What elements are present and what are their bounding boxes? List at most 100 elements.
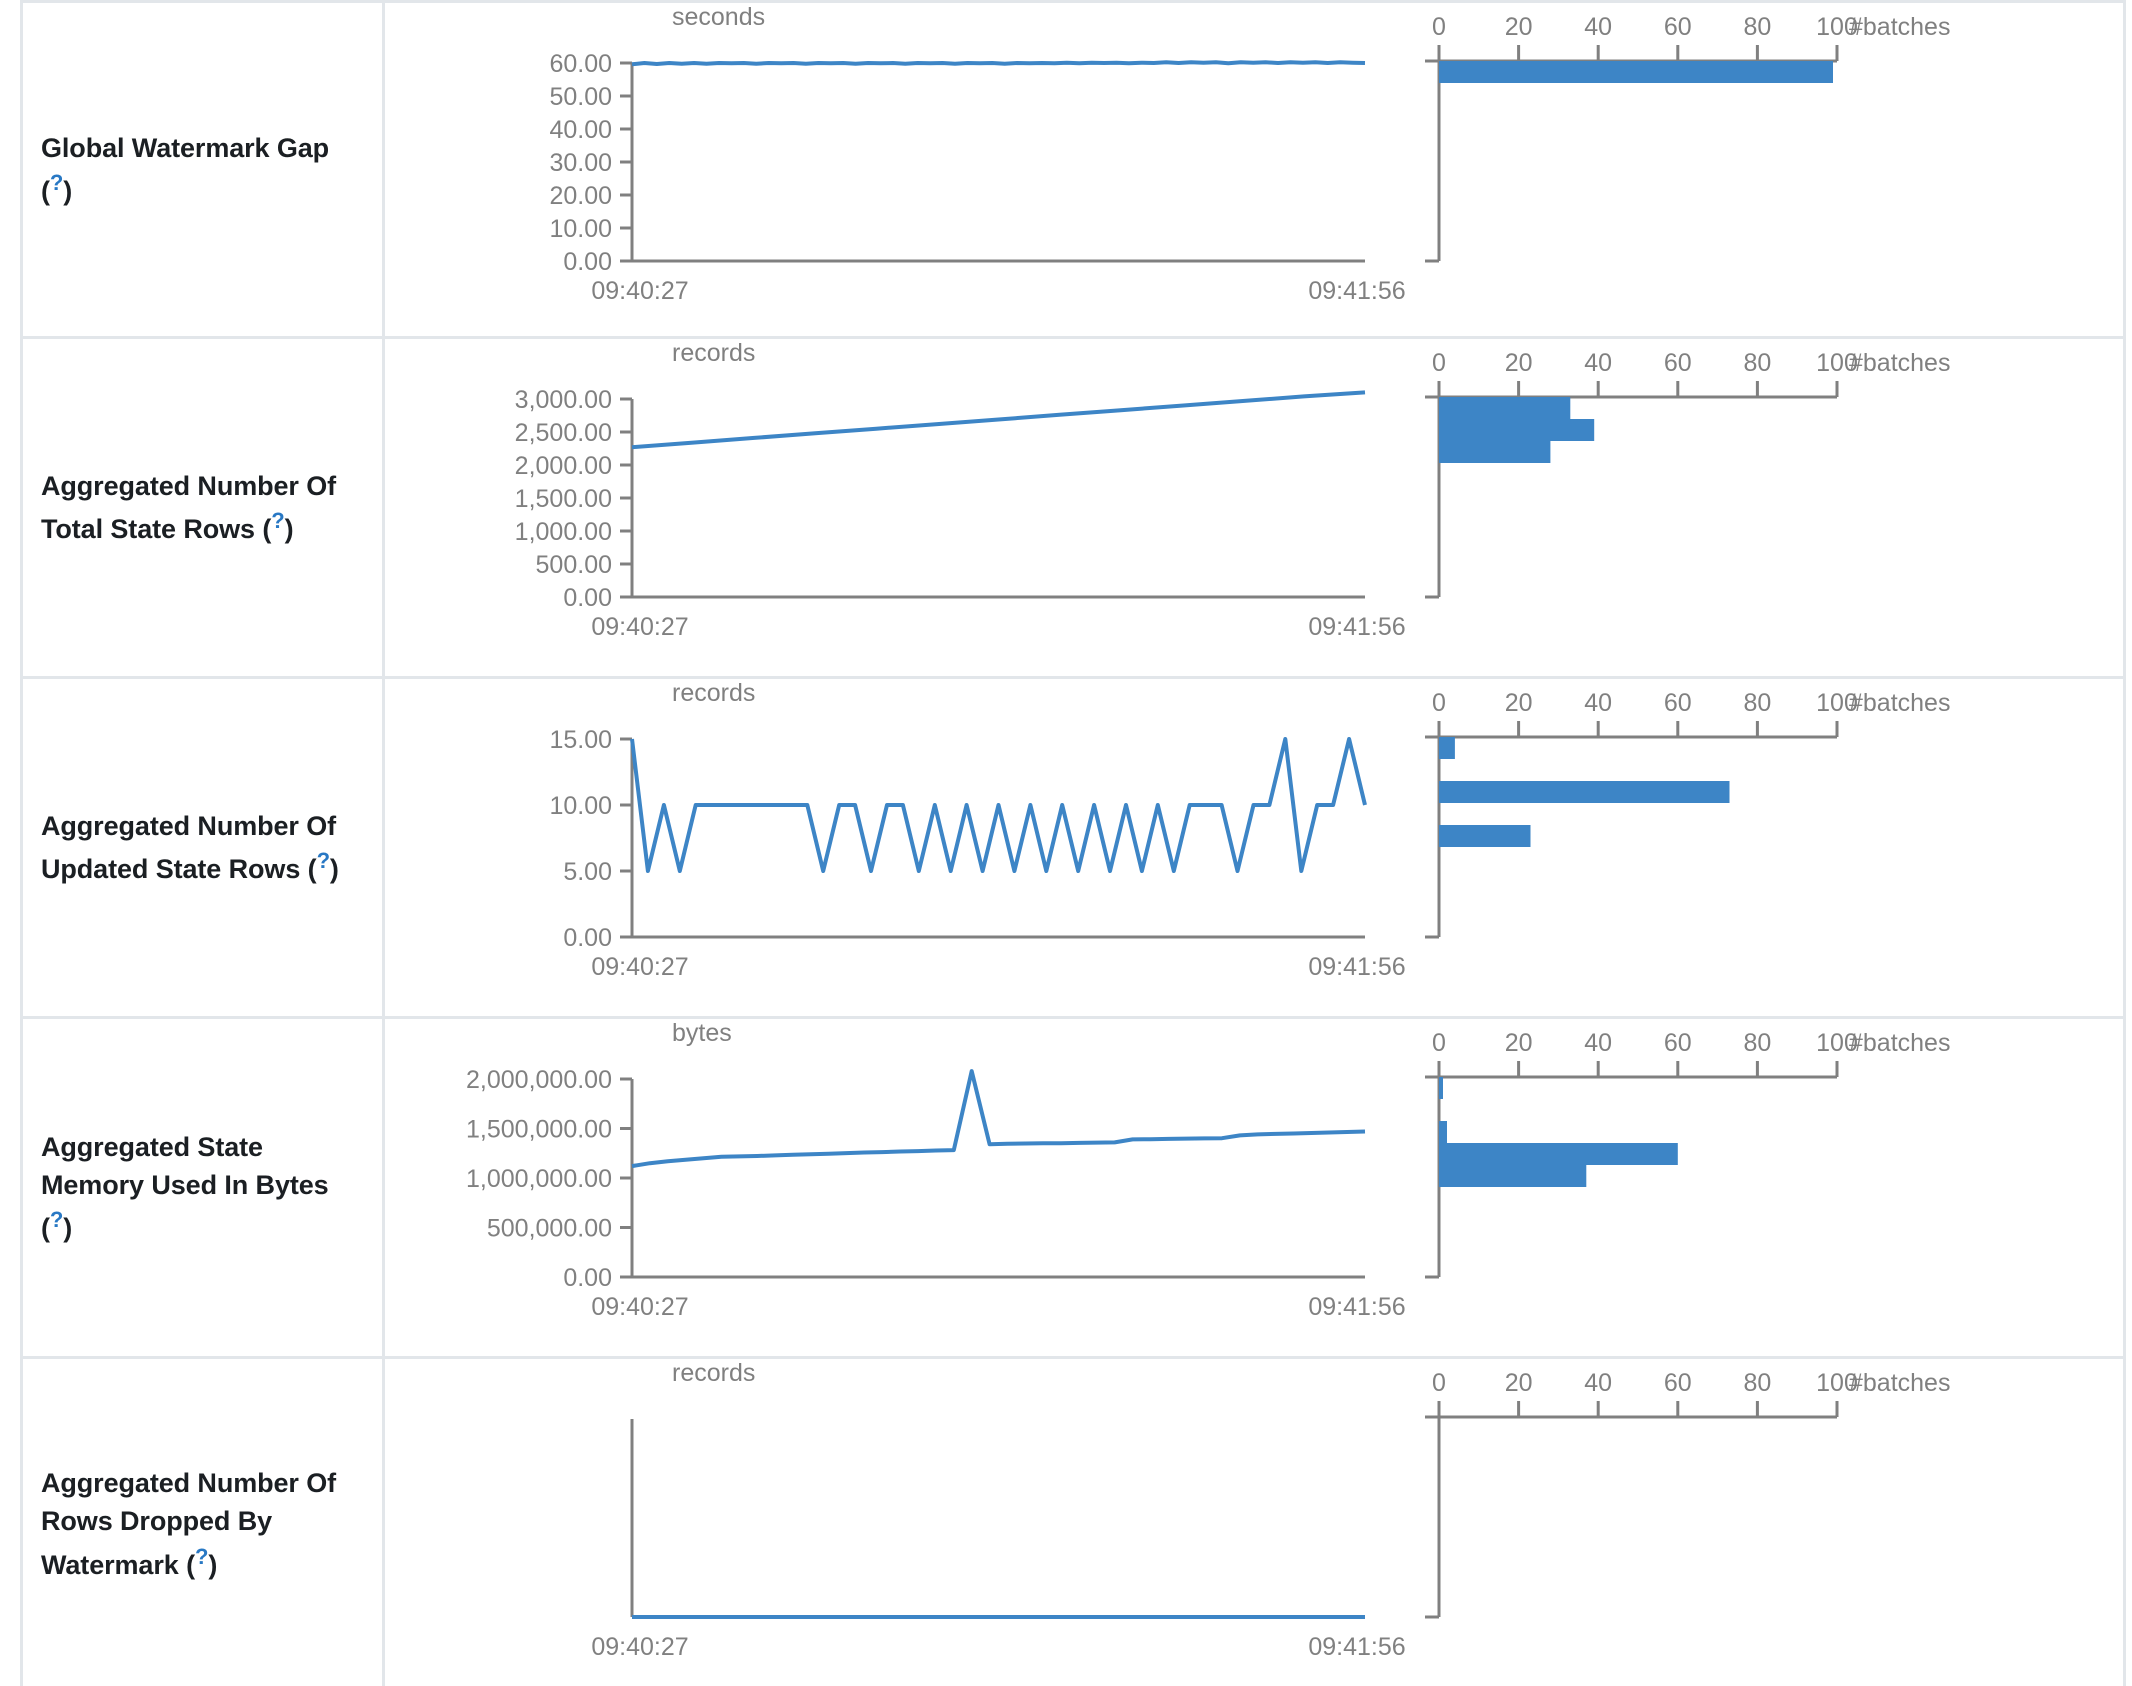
help-paren-close: ) — [329, 854, 339, 884]
histogram-tick-label: 0 — [1432, 349, 1446, 377]
x-axis-start-label: 09:40:27 — [591, 277, 688, 305]
histogram-tick-label: 60 — [1664, 1369, 1692, 1397]
y-axis-tick-label: 500.00 — [536, 551, 612, 579]
timeline-line-chart-aggregated-number-of-total-state-rows: records 3,000.00 2,500.00 2,000.00 1,500.00 1… — [515, 339, 1406, 641]
help-paren-open: ( — [262, 514, 272, 544]
histogram-bar — [1439, 1143, 1678, 1165]
histogram-unit-label: #batches — [1849, 349, 1950, 377]
y-axis-tick-label: 0.00 — [563, 1264, 612, 1292]
question-mark-icon[interactable]: ? — [316, 848, 330, 873]
help-paren-open: ( — [186, 1549, 195, 1580]
x-axis-start-label: 09:40:27 — [591, 613, 688, 641]
x-axis-start-label: 09:40:27 — [591, 953, 688, 981]
timeline-line-chart-aggregated-state-memory-used-in-bytes: bytes 2,000,000.00 1,500,000.00 1,000,000.0… — [466, 1019, 1406, 1321]
histogram-tick-label: 60 — [1664, 349, 1692, 377]
histogram-tick-label: 20 — [1505, 689, 1533, 717]
histogram-bar — [1439, 397, 1571, 419]
batch-histogram-aggregated-state-memory-used-in-bytes: 0 20 40 60 80 100#batches — [1425, 1029, 1950, 1279]
help-paren-open: ( — [307, 854, 317, 884]
statistics-row: Global Watermark Gap (?) seconds 60.00 50.00… — [23, 0, 2123, 339]
metric-label-aggregated-state-memory-used-in-bytes: Aggregated State Memory Used In Bytes (?) — [41, 1131, 329, 1244]
histogram-tick-label: 40 — [1584, 1369, 1612, 1397]
y-axis-tick-label: 1,000.00 — [515, 518, 612, 546]
y-axis-tick-label: 10.00 — [549, 215, 612, 243]
y-axis-tick-label: 1,000,000.00 — [466, 1165, 612, 1193]
help-paren-open: ( — [41, 1213, 50, 1244]
statistics-row: Aggregated Number Of Total State Rows (?)… — [23, 339, 2123, 679]
y-axis-tick-label: 10.00 — [549, 792, 612, 820]
metric-charts-cell: bytes 2,000,000.00 1,500,000.00 1,000,000.0… — [385, 1019, 2123, 1356]
histogram-tick-label: 80 — [1743, 1369, 1771, 1397]
histogram-bar — [1439, 737, 1455, 759]
y-axis-tick-label: 3,000.00 — [515, 386, 612, 414]
charts-svg-aggregated-state-memory-used-in-bytes: bytes 2,000,000.00 1,500,000.00 1,000,000.0… — [466, 1019, 1950, 1321]
histogram-tick-label: 100 — [1816, 1369, 1858, 1397]
batch-histogram-aggregated-number-of-total-state-rows: 0 20 40 60 80 100#batches — [1425, 349, 1950, 599]
statistics-row: Aggregated Number Of Rows Dropped By Water… — [23, 1359, 2123, 1686]
question-mark-icon[interactable]: ? — [49, 1207, 64, 1233]
histogram-tick-label: 60 — [1664, 13, 1692, 41]
histogram-tick-label: 100 — [1816, 1029, 1858, 1057]
histogram-tick-label: 80 — [1743, 1029, 1771, 1057]
charts-svg-global-watermark-gap: seconds 60.00 50.00 40.00 30.00 20.00 10.00 0.0… — [549, 3, 1950, 305]
y-axis-tick-label: 60.00 — [549, 50, 612, 78]
batch-histogram-aggregated-number-of-updated-state-rows: 0 20 40 60 80 100#batches — [1425, 689, 1950, 939]
x-axis-end-label: 09:41:56 — [1308, 953, 1405, 981]
histogram-bar — [1439, 419, 1595, 441]
metric-charts-cell: records 15.00 10.00 5.00 0.00 09:40:27 09:41:5… — [385, 679, 2123, 1016]
y-axis-unit-label: bytes — [672, 1019, 732, 1047]
histogram-bar — [1439, 441, 1551, 463]
timeline-line-chart-aggregated-number-of-rows-dropped-by-watermark: records 09:40:27 09:41:56 — [591, 1359, 1405, 1661]
question-mark-icon[interactable]: ? — [271, 508, 285, 533]
histogram-tick-label: 80 — [1743, 689, 1771, 717]
metric-label-cell: Global Watermark Gap (?) — [23, 3, 385, 336]
metric-charts-cell: records 3,000.00 2,500.00 2,000.00 1,500.00 1… — [385, 339, 2123, 676]
histogram-tick-label: 100 — [1816, 13, 1858, 41]
histogram-tick-label: 20 — [1505, 1029, 1533, 1057]
y-axis-tick-label: 15.00 — [549, 726, 612, 754]
histogram-tick-label: 20 — [1505, 1369, 1533, 1397]
metric-charts-cell: seconds 60.00 50.00 40.00 30.00 20.00 10.00 0.0… — [385, 3, 2123, 336]
histogram-unit-label: #batches — [1849, 689, 1950, 717]
histogram-bar — [1439, 61, 1833, 83]
charts-svg-aggregated-number-of-rows-dropped-by-watermark: records 09:40:27 09:41:56 0 20 40 60 80 100#batc… — [591, 1359, 1950, 1661]
y-axis-unit-label: seconds — [672, 3, 765, 31]
histogram-unit-label: #batches — [1849, 13, 1950, 41]
y-axis-tick-label: 0.00 — [563, 924, 612, 952]
metric-help-tooltip-trigger[interactable]: (?) — [186, 1544, 218, 1580]
metric-label-aggregated-number-of-rows-dropped-by-watermark: Aggregated Number Of Rows Dropped By Water… — [41, 1468, 337, 1580]
series-line-aggregated-number-of-total-state-rows — [631, 390, 1366, 450]
y-axis-tick-label: 2,000,000.00 — [466, 1066, 612, 1094]
question-mark-icon[interactable]: ? — [49, 170, 64, 195]
x-axis-end-label: 09:41:56 — [1308, 1633, 1405, 1661]
series-line-aggregated-number-of-updated-state-rows — [630, 737, 1367, 873]
statistics-row: Aggregated State Memory Used In Bytes (?) b… — [23, 1019, 2123, 1359]
help-paren-close: ) — [208, 1549, 218, 1580]
question-mark-icon[interactable]: ? — [194, 1543, 209, 1569]
histogram-tick-label: 0 — [1432, 13, 1446, 41]
histogram-bar — [1439, 1121, 1447, 1143]
y-axis-tick-label: 500,000.00 — [487, 1215, 612, 1243]
help-paren-close: ) — [284, 514, 294, 544]
x-axis-end-label: 09:41:56 — [1308, 613, 1405, 641]
histogram-bar — [1439, 781, 1730, 803]
metric-help-tooltip-trigger[interactable]: (?) — [41, 1207, 73, 1244]
y-axis-tick-label: 0.00 — [563, 584, 612, 612]
histogram-unit-label: #batches — [1849, 1029, 1950, 1057]
histogram-tick-label: 100 — [1816, 349, 1858, 377]
x-axis-start-label: 09:40:27 — [591, 1293, 688, 1321]
y-axis-unit-label: records — [672, 1359, 755, 1387]
y-axis-tick-label: 2,500.00 — [515, 419, 612, 447]
y-axis-tick-label: 50.00 — [549, 83, 612, 111]
y-axis-unit-label: records — [672, 339, 755, 367]
metric-help-tooltip-trigger[interactable]: (?) — [307, 848, 339, 884]
y-axis-tick-label: 1,500.00 — [515, 485, 612, 513]
help-paren-close: ) — [63, 1213, 73, 1244]
metric-help-tooltip-trigger[interactable]: (?) — [41, 170, 72, 206]
y-axis-tick-label: 20.00 — [549, 182, 612, 210]
histogram-tick-label: 100 — [1816, 689, 1858, 717]
series-line-aggregated-state-memory-used-in-bytes — [631, 1069, 1366, 1169]
metric-label-cell: Aggregated State Memory Used In Bytes (?) — [23, 1019, 385, 1356]
metric-help-tooltip-trigger[interactable]: (?) — [262, 508, 294, 544]
